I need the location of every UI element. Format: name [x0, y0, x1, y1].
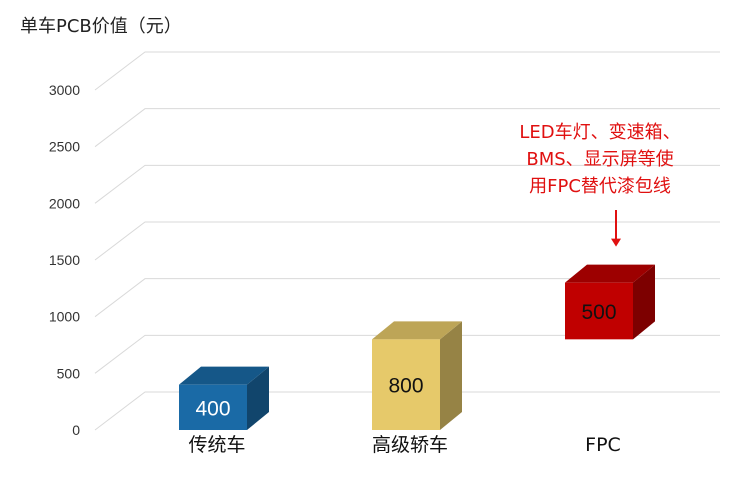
- gridline: [94, 221, 720, 261]
- y-tick-label: 0: [72, 422, 80, 438]
- gridline: [94, 334, 720, 374]
- bar-front: [565, 282, 633, 340]
- bar-1: 400: [179, 366, 269, 430]
- bar-value-label: 800: [388, 375, 423, 398]
- chart-title: 单车PCB价值（元）: [20, 16, 182, 37]
- bar-2: 800: [372, 321, 462, 430]
- bar-side: [247, 366, 269, 430]
- y-tick-label: 500: [57, 365, 81, 381]
- annotation-line: 用FPC替代漆包线: [529, 176, 671, 197]
- bars: 400 800 500: [179, 264, 655, 430]
- gridline: [94, 51, 720, 91]
- y-tick-label: 2000: [49, 195, 80, 211]
- bar-front: [372, 339, 440, 430]
- gridline: [94, 108, 720, 148]
- gridline: [94, 391, 720, 431]
- bar-side: [633, 264, 655, 340]
- y-tick-label: 2500: [49, 139, 80, 155]
- bar-top: [372, 321, 462, 340]
- bar-value-label: 400: [195, 397, 230, 420]
- bar-value-label: 500: [581, 301, 616, 324]
- annotation-line: LED车灯、变速箱、: [519, 122, 680, 143]
- bar-front: [179, 384, 247, 430]
- x-axis-labels: 传统车 高级轿车 FPC: [188, 434, 620, 456]
- bar-top: [565, 264, 655, 283]
- y-axis-ticks: 0 500 1000 1500 2000 2500 3000: [49, 82, 80, 438]
- annotation-arrow-head: [611, 238, 621, 247]
- y-tick-label: 3000: [49, 82, 80, 98]
- y-tick-label: 1000: [49, 309, 80, 325]
- gridline: [94, 278, 720, 318]
- annotation-line: BMS、显示屏等使: [526, 149, 673, 170]
- x-category-label: FPC: [585, 434, 621, 456]
- y-tick-label: 1500: [49, 252, 80, 268]
- x-category-label: 传统车: [188, 434, 245, 456]
- bar-top: [179, 366, 269, 385]
- x-category-label: 高级轿车: [372, 434, 448, 456]
- bar-side: [440, 321, 462, 430]
- bar-3: 500: [565, 264, 655, 340]
- gridline: [94, 164, 720, 204]
- grid-lines: [94, 51, 720, 431]
